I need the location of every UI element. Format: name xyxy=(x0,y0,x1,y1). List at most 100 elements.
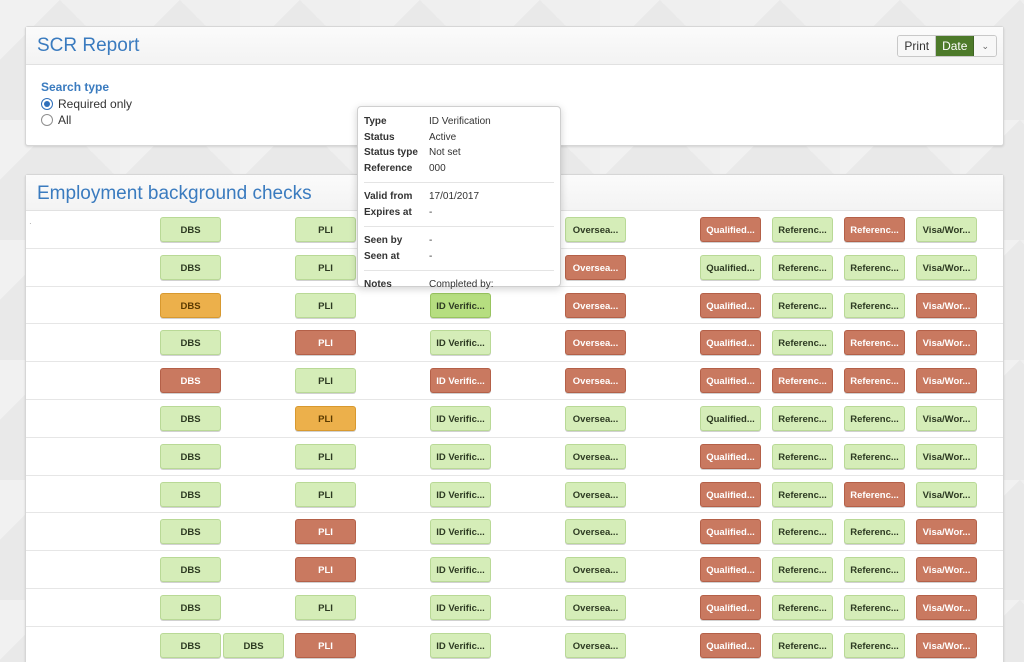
check-status-chip[interactable]: ID Verific... xyxy=(430,443,491,469)
check-status-chip[interactable]: Referenc... xyxy=(844,217,905,242)
check-status-chip[interactable]: Visa/Wor... xyxy=(916,481,977,507)
check-status-chip[interactable]: Qualified... xyxy=(700,632,761,658)
check-status-chip[interactable]: ID Verific... xyxy=(430,594,491,620)
check-status-chip[interactable]: DBS xyxy=(160,594,221,620)
check-status-chip[interactable]: DBS xyxy=(160,519,221,545)
check-status-chip[interactable]: PLI xyxy=(295,217,356,242)
check-status-chip[interactable]: Oversea... xyxy=(565,330,626,356)
check-status-chip[interactable]: Qualified... xyxy=(700,481,761,507)
check-status-chip[interactable]: Referenc... xyxy=(844,254,905,280)
check-status-chip[interactable]: Oversea... xyxy=(565,217,626,242)
check-status-chip[interactable]: Referenc... xyxy=(772,217,833,242)
check-status-chip[interactable]: Referenc... xyxy=(844,632,905,658)
check-status-chip[interactable]: Referenc... xyxy=(772,519,833,545)
check-status-chip[interactable]: Referenc... xyxy=(772,368,833,394)
print-button[interactable]: Print xyxy=(898,36,937,56)
check-status-chip[interactable]: Oversea... xyxy=(565,254,626,280)
check-status-chip[interactable]: Qualified... xyxy=(700,405,761,431)
check-status-chip[interactable]: Referenc... xyxy=(844,481,905,507)
check-status-chip[interactable]: Visa/Wor... xyxy=(916,330,977,356)
check-status-chip[interactable]: PLI xyxy=(295,330,356,356)
check-status-chip[interactable]: Referenc... xyxy=(772,292,833,318)
check-status-chip[interactable]: ID Verific... xyxy=(430,405,491,431)
check-status-chip[interactable]: Visa/Wor... xyxy=(916,557,977,583)
check-status-chip[interactable]: Referenc... xyxy=(772,594,833,620)
check-status-chip[interactable]: Qualified... xyxy=(700,292,761,318)
check-status-chip[interactable]: Referenc... xyxy=(844,557,905,583)
check-status-chip[interactable]: Oversea... xyxy=(565,557,626,583)
check-status-chip[interactable]: PLI xyxy=(295,519,356,545)
check-status-chip[interactable]: Referenc... xyxy=(844,330,905,356)
check-status-chip[interactable]: Oversea... xyxy=(565,443,626,469)
check-status-chip[interactable]: DBS xyxy=(160,292,221,318)
check-status-chip[interactable]: PLI xyxy=(295,557,356,583)
check-status-chip[interactable]: PLI xyxy=(295,405,356,431)
check-status-chip[interactable]: Qualified... xyxy=(700,330,761,356)
radio-button-icon[interactable] xyxy=(41,98,53,110)
check-status-chip[interactable]: Visa/Wor... xyxy=(916,594,977,620)
check-status-chip[interactable]: Referenc... xyxy=(772,254,833,280)
check-status-chip[interactable]: Visa/Wor... xyxy=(916,254,977,280)
check-status-chip[interactable]: Oversea... xyxy=(565,368,626,394)
check-status-chip[interactable]: Visa/Wor... xyxy=(916,405,977,431)
check-status-chip[interactable]: DBS xyxy=(160,405,221,431)
chevron-down-icon[interactable]: ⌄ xyxy=(974,36,996,56)
check-status-chip[interactable]: Qualified... xyxy=(700,519,761,545)
check-status-chip[interactable]: Oversea... xyxy=(565,405,626,431)
check-status-chip[interactable]: Visa/Wor... xyxy=(916,519,977,545)
check-status-chip[interactable]: DBS xyxy=(160,368,221,394)
check-status-chip[interactable]: Visa/Wor... xyxy=(916,368,977,394)
check-status-chip[interactable]: DBS xyxy=(160,557,221,583)
check-status-chip[interactable]: Oversea... xyxy=(565,632,626,658)
check-status-chip[interactable]: DBS xyxy=(160,330,221,356)
check-status-chip[interactable]: ID Verific... xyxy=(430,481,491,507)
check-status-chip[interactable]: ID Verific... xyxy=(430,292,491,318)
check-status-chip[interactable]: DBS xyxy=(160,481,221,507)
check-status-chip[interactable]: ID Verific... xyxy=(430,519,491,545)
check-status-chip[interactable]: DBS xyxy=(160,217,221,242)
check-status-chip[interactable]: DBS xyxy=(160,254,221,280)
check-status-chip[interactable]: DBS xyxy=(223,632,284,658)
check-status-chip[interactable]: Qualified... xyxy=(700,594,761,620)
check-status-chip[interactable]: Referenc... xyxy=(844,519,905,545)
check-status-chip[interactable]: Qualified... xyxy=(700,557,761,583)
check-status-chip[interactable]: Referenc... xyxy=(844,292,905,318)
check-status-chip[interactable]: Referenc... xyxy=(772,330,833,356)
check-status-chip[interactable]: Oversea... xyxy=(565,292,626,318)
check-status-chip[interactable]: Visa/Wor... xyxy=(916,292,977,318)
check-status-chip[interactable]: DBS xyxy=(160,443,221,469)
check-status-chip[interactable]: Oversea... xyxy=(565,519,626,545)
check-status-chip[interactable]: PLI xyxy=(295,481,356,507)
check-status-chip[interactable]: Referenc... xyxy=(844,405,905,431)
check-status-chip[interactable]: DBS xyxy=(160,632,221,658)
check-status-chip[interactable]: Qualified... xyxy=(700,217,761,242)
check-status-chip[interactable]: Visa/Wor... xyxy=(916,443,977,469)
check-status-chip[interactable]: Referenc... xyxy=(772,405,833,431)
check-status-chip[interactable]: PLI xyxy=(295,254,356,280)
check-status-chip[interactable]: ID Verific... xyxy=(430,330,491,356)
check-status-chip[interactable]: Referenc... xyxy=(772,481,833,507)
date-button[interactable]: Date xyxy=(936,36,975,56)
check-status-chip[interactable]: Oversea... xyxy=(565,481,626,507)
check-status-chip[interactable]: ID Verific... xyxy=(430,368,491,394)
check-status-chip[interactable]: PLI xyxy=(295,368,356,394)
check-status-chip[interactable]: PLI xyxy=(295,632,356,658)
check-status-chip[interactable]: Qualified... xyxy=(700,443,761,469)
check-status-chip[interactable]: ID Verific... xyxy=(430,557,491,583)
check-status-chip[interactable]: Referenc... xyxy=(844,368,905,394)
check-status-chip[interactable]: Referenc... xyxy=(772,443,833,469)
check-status-chip[interactable]: Visa/Wor... xyxy=(916,217,977,242)
check-status-chip[interactable]: Oversea... xyxy=(565,594,626,620)
check-status-chip[interactable]: PLI xyxy=(295,594,356,620)
radio-button-icon[interactable] xyxy=(41,114,53,126)
check-status-chip[interactable]: Referenc... xyxy=(844,594,905,620)
check-status-chip[interactable]: Referenc... xyxy=(772,557,833,583)
check-status-chip[interactable]: Qualified... xyxy=(700,368,761,394)
radio-all[interactable]: All xyxy=(41,112,132,128)
check-status-chip[interactable]: PLI xyxy=(295,292,356,318)
check-status-chip[interactable]: Qualified... xyxy=(700,254,761,280)
radio-required-only[interactable]: Required only xyxy=(41,96,132,112)
check-status-chip[interactable]: ID Verific... xyxy=(430,632,491,658)
check-status-chip[interactable]: Referenc... xyxy=(772,632,833,658)
check-status-chip[interactable]: Visa/Wor... xyxy=(916,632,977,658)
